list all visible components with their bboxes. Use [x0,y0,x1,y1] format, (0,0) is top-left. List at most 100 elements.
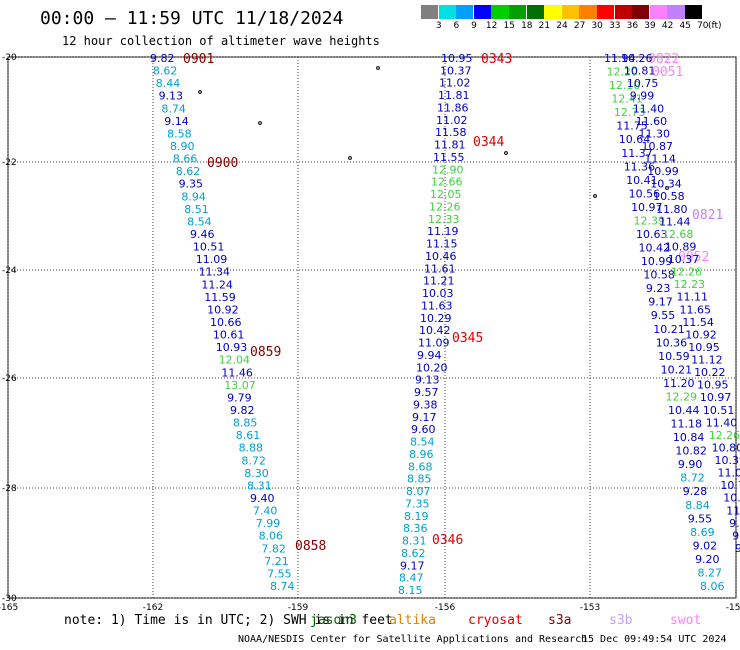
wave-height-value: 10.64 [619,133,651,146]
lat-label: -30 [2,594,17,604]
wave-height-value: 10.34 [650,178,682,191]
color-scale-swatch [649,5,667,19]
wave-height-value: 11.37 [621,147,653,160]
wave-height-value: 10.20 [416,361,448,374]
color-scale-label: 6 [453,21,460,31]
wave-height-value: 7.99 [256,517,281,530]
track-time-label: 0901 [183,52,214,67]
track-time-label: 0052 [678,250,709,265]
wave-height-value: 10.92 [685,328,717,341]
wave-height-value: 10.75 [627,77,659,90]
wave-height-value: 9.55 [651,309,676,322]
wave-height-value: 9.94 [417,349,442,362]
color-scale-swatch [685,5,703,19]
wave-height-value: 8.15 [398,584,423,597]
wave-height-value: 10.59 [658,350,690,363]
wave-height-value: 11.02 [436,114,468,127]
color-scale-label: 9 [471,21,477,31]
wave-height-value: 10.81 [624,65,656,78]
legend-jason3: jason3 [310,613,357,628]
wave-height-value: 10.89 [665,240,697,253]
wave-height-value: 9.35 [179,178,204,191]
color-scale-swatch [491,5,509,19]
wave-height-value: 9.90 [678,458,703,471]
color-scale-label: 12 [485,21,498,31]
wave-height-value: 8.30 [244,467,268,480]
wave-height-value: 11.21 [423,275,455,288]
wave-height-value: 10.25 [723,492,740,505]
wave-height-value: 8.07 [406,485,431,498]
wave-height-value: 9.60 [411,423,436,436]
wave-height-value: 10.26 [621,52,653,65]
wave-height-value: 10.84 [673,431,705,444]
wave-height-value: 11.40 [633,102,665,115]
color-scale-swatch [526,5,544,19]
wave-height-value: 8.44 [156,77,181,90]
wave-height-value: 11.63 [421,299,453,312]
wave-height-value: 12.04 [219,354,251,367]
color-scale-swatch [579,5,597,19]
wave-height-value: 8.61 [236,429,261,442]
legend-cryosat: cryosat [468,613,523,628]
wave-height-value: 12.26 [709,429,740,442]
wave-height-value: 11.60 [636,115,668,128]
wave-height-value: 9 [735,542,740,555]
island-icon [504,151,508,155]
legend-s3b: s3b [609,613,633,628]
wave-height-value: 8.94 [181,190,206,203]
wave-height-value: 10.99 [641,255,673,268]
track-time-label: 0345 [452,331,483,346]
color-scale-label: 24 [556,21,568,31]
wave-height-value: 10.36 [656,336,688,349]
wave-height-value: 11.61 [424,262,456,275]
wave-height-value: 10.61 [213,329,245,342]
color-scale-swatch [438,5,456,19]
wave-height-value: 11.09 [418,337,450,350]
wave-height-value: 8.54 [187,215,212,228]
track-time-label: 0900 [207,156,238,171]
wave-height-value: 11.94 [604,52,636,65]
island-icon [665,186,669,190]
wave-height-value: 11.86 [437,101,469,114]
wave-height-value: 8.90 [170,140,195,153]
wave-height-value: 12.90 [432,163,464,176]
wave-height-value: 9.46 [190,228,215,241]
track-time-label: 0343 [481,52,512,67]
lat-label: -28 [2,484,17,494]
wave-height-value: 10.21 [653,323,685,336]
wave-height-value: 11.40 [706,416,738,429]
wave-height-value: 8.72 [680,472,705,485]
wave-height-value: 8.62 [176,165,201,178]
wave-height-value: 11.12 [691,354,723,367]
wave-height-value: 8.88 [239,442,263,455]
wave-height-value: 10.37 [668,253,700,266]
wave-height-value: 7.55 [267,567,292,580]
wave-height-value: 10.21 [661,363,693,376]
wave-height-value: 11.44 [659,215,691,228]
lat-label: -22 [2,158,17,168]
wave-height-value: 8.19 [404,510,429,523]
wave-height-value: 11.59 [204,291,236,304]
wave-height-value: 8.62 [401,547,426,560]
color-scale-unit: (ft) [708,21,722,31]
wave-height-value: 11.36 [624,160,656,173]
island-icon [376,66,380,70]
island-icon [198,90,202,94]
track-time-label: 0822 [648,52,679,67]
wave-height-value: 8.31 [402,535,427,548]
legend-altika: altika [389,613,436,628]
wave-height-value: 12.20 [606,66,638,79]
color-scale-label: 27 [573,21,586,31]
track-time-label: 0859 [250,345,281,360]
wave-height-value: 13.07 [224,379,256,392]
track-time-label: 0344 [473,135,504,150]
color-scale-swatch [544,5,562,19]
wave-height-value: 12.29 [666,390,698,403]
wave-height-value: 10.56 [629,187,661,200]
wave-height-value: 9.79 [227,391,252,404]
wave-height-value: 12.41 [611,93,643,106]
wave-height-value: 11.58 [435,126,467,139]
wave-height-value: 9.7 [729,517,740,530]
track-time-label: 0858 [295,539,326,554]
